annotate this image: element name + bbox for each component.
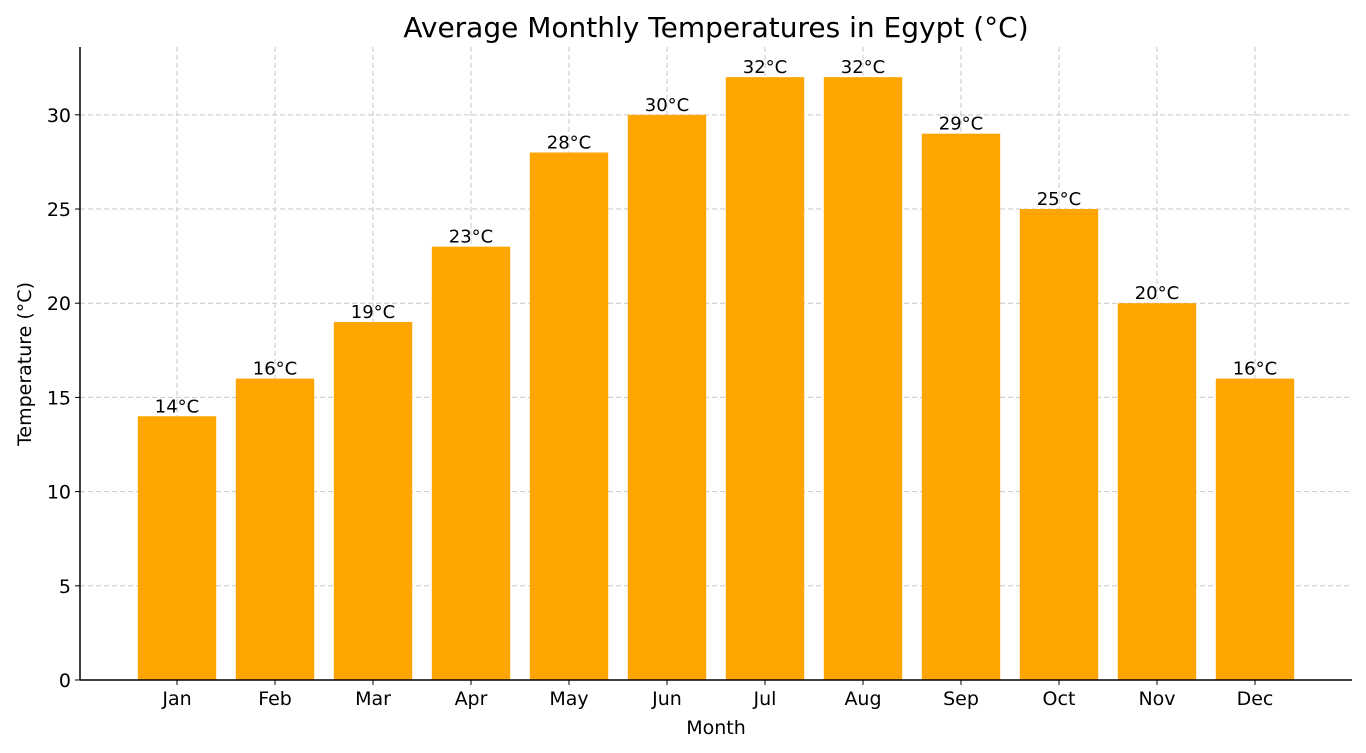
x-tick-label: Feb bbox=[258, 688, 292, 710]
data-label: 16°C bbox=[253, 359, 297, 380]
x-tick-label: Dec bbox=[1237, 688, 1274, 710]
x-tick-label: Jul bbox=[753, 688, 777, 710]
bars bbox=[137, 77, 1295, 681]
data-label: 28°C bbox=[547, 133, 591, 154]
data-label: 30°C bbox=[645, 95, 689, 116]
bar-sep bbox=[921, 133, 1001, 681]
x-tick-label: Oct bbox=[1043, 688, 1076, 710]
x-ticks: Jan Feb Mar Apr May Jun Jul Aug Sep Oct Nov Dec bbox=[161, 680, 1273, 710]
bar-jun bbox=[627, 114, 707, 681]
x-tick-label: Aug bbox=[844, 688, 881, 710]
y-tick-label: 20 bbox=[47, 293, 71, 315]
x-tick-label: May bbox=[549, 688, 588, 710]
data-label: 29°C bbox=[939, 114, 983, 135]
data-label: 25°C bbox=[1037, 189, 1081, 210]
data-label: 16°C bbox=[1233, 359, 1277, 380]
bar-dec bbox=[1215, 378, 1295, 680]
bar-may bbox=[529, 152, 609, 680]
bar-mar bbox=[333, 322, 413, 680]
bar-oct bbox=[1019, 209, 1099, 680]
data-label: 20°C bbox=[1135, 283, 1179, 304]
y-ticks: 0 5 10 15 20 25 30 bbox=[47, 105, 80, 692]
x-tick-label: Apr bbox=[455, 688, 488, 710]
bar-aug bbox=[823, 77, 903, 680]
data-labels: 14°C 16°C 19°C 23°C 28°C 30°C 32°C 32°C 29°C 25°C… bbox=[155, 57, 1277, 417]
bar-jul bbox=[725, 77, 805, 680]
x-tick-label: Mar bbox=[355, 688, 391, 710]
x-tick-label: Sep bbox=[943, 688, 979, 710]
bar-jan bbox=[137, 416, 217, 680]
x-axis-label: Month bbox=[686, 717, 746, 739]
x-tick-label: Jan bbox=[161, 688, 191, 710]
x-tick-label: Nov bbox=[1138, 688, 1175, 710]
y-tick-label: 10 bbox=[47, 482, 71, 504]
y-axis-label: Temperature (°C) bbox=[14, 282, 36, 447]
data-label: 23°C bbox=[449, 227, 493, 248]
bar-apr bbox=[431, 246, 511, 681]
data-label: 14°C bbox=[155, 396, 199, 417]
data-label: 32°C bbox=[841, 57, 885, 78]
chart-title: Average Monthly Temperatures in Egypt (°… bbox=[403, 11, 1028, 44]
data-label: 19°C bbox=[351, 302, 395, 323]
bar-nov bbox=[1117, 303, 1197, 680]
y-tick-label: 0 bbox=[59, 670, 71, 692]
y-tick-label: 15 bbox=[47, 387, 71, 409]
y-tick-label: 25 bbox=[47, 199, 71, 221]
y-tick-label: 5 bbox=[59, 576, 71, 598]
y-tick-label: 30 bbox=[47, 105, 71, 127]
x-tick-label: Jun bbox=[651, 688, 682, 710]
bar-feb bbox=[235, 378, 315, 680]
data-label: 32°C bbox=[743, 57, 787, 78]
